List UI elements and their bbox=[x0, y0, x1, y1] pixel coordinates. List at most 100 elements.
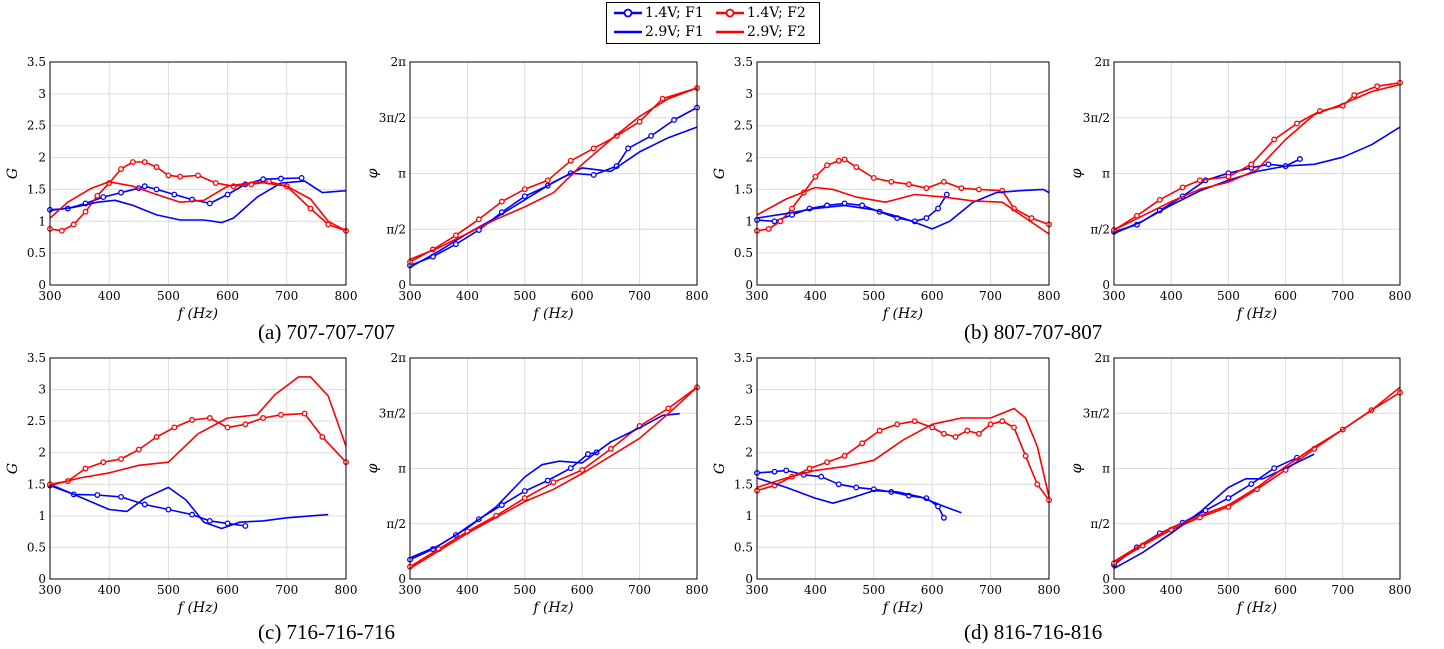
legend-label-3: 2.9V; F1 bbox=[645, 24, 704, 40]
y-tick-label: 3π/2 bbox=[1083, 111, 1110, 125]
data-point bbox=[671, 117, 677, 123]
data-point bbox=[277, 411, 284, 418]
series-line-2-9v-f2 bbox=[1113, 83, 1401, 231]
caption-c: (c) 716-716-716 bbox=[258, 620, 396, 644]
data-point bbox=[242, 421, 249, 428]
data-point bbox=[521, 193, 528, 200]
data-point bbox=[141, 159, 148, 165]
x-tick-label: 400 bbox=[98, 289, 121, 303]
series-line-2-9v-f1 bbox=[756, 477, 962, 514]
y-tick-label: 0 bbox=[398, 572, 406, 586]
x-tick-label: 800 bbox=[1038, 289, 1061, 303]
y-tick-label: 2 bbox=[745, 446, 753, 460]
y-tick-label: 0 bbox=[745, 572, 753, 586]
x-axis-label: f (Hz) bbox=[1236, 600, 1277, 616]
y-tick-label: 3.5 bbox=[27, 351, 46, 365]
x-tick-label: 700 bbox=[979, 583, 1002, 597]
data-point bbox=[153, 433, 160, 440]
x-tick-label: 700 bbox=[1331, 289, 1354, 303]
x-tick-label: 300 bbox=[39, 583, 62, 597]
x-tick-label: 300 bbox=[399, 583, 422, 597]
y-tick-label: 1.5 bbox=[27, 182, 46, 196]
y-tick-label: 1.5 bbox=[734, 182, 753, 196]
axes-box bbox=[49, 61, 347, 286]
data-point bbox=[923, 185, 930, 192]
y-tick-label: 3 bbox=[38, 87, 46, 101]
series-line-2-9v-f1 bbox=[756, 188, 1050, 230]
y-tick-label: π bbox=[398, 462, 406, 476]
data-point bbox=[1179, 184, 1186, 191]
x-tick-label: 600 bbox=[921, 289, 944, 303]
y-tick-label: 2π bbox=[1094, 55, 1110, 69]
data-point bbox=[100, 459, 107, 466]
x-tick-label: 600 bbox=[571, 583, 594, 597]
data-point bbox=[818, 473, 825, 480]
data-point bbox=[806, 465, 813, 472]
x-tick-label: 600 bbox=[1274, 289, 1297, 303]
series-line-2-9v-f2 bbox=[756, 407, 1050, 498]
data-point bbox=[1028, 215, 1035, 222]
data-point bbox=[521, 186, 528, 193]
panel-b-G: 300 400 500 600 700 800 0 0.5 1 1.5 2 2.5 3 3.5 f (Hz)… bbox=[712, 55, 1060, 322]
x-axis-label: f (Hz) bbox=[177, 306, 218, 322]
plot-area bbox=[757, 62, 1049, 285]
x-tick-label: 500 bbox=[513, 583, 536, 597]
data-point bbox=[958, 185, 965, 192]
data-point bbox=[625, 145, 632, 152]
data-point bbox=[301, 410, 308, 417]
data-point bbox=[141, 501, 148, 508]
series-line-2-9v-f1 bbox=[409, 412, 680, 559]
y-axis-label: φ bbox=[365, 463, 381, 473]
data-point bbox=[260, 176, 267, 183]
data-point bbox=[82, 208, 89, 215]
data-point bbox=[853, 164, 860, 171]
y-tick-label: 0 bbox=[38, 572, 46, 586]
x-tick-label: 500 bbox=[862, 583, 885, 597]
x-tick-label: 600 bbox=[216, 583, 239, 597]
data-point bbox=[835, 157, 842, 164]
x-tick-label: 400 bbox=[456, 289, 479, 303]
data-point bbox=[648, 132, 655, 139]
panel-c-G: 300 400 500 600 700 800 0 0.5 1 1.5 2 2.5 3 3.5 f (Hz)… bbox=[5, 351, 357, 616]
data-point bbox=[135, 446, 142, 453]
x-tick-label: 300 bbox=[1103, 583, 1126, 597]
series-line-2-9v-f2 bbox=[49, 376, 347, 487]
data-point bbox=[94, 492, 101, 498]
y-tick-label: 1.5 bbox=[27, 477, 46, 491]
x-tick-label: 600 bbox=[1274, 583, 1297, 597]
axes-box bbox=[756, 61, 1050, 286]
data-point bbox=[777, 218, 784, 225]
data-point bbox=[584, 451, 591, 458]
panel-c-phi: 300 400 500 600 700 800 0 π/2 π 3π/2 2π f (Hz) φ bbox=[365, 351, 708, 616]
data-point bbox=[1011, 424, 1017, 431]
x-tick-label: 300 bbox=[746, 289, 769, 303]
y-tick-label: 0.5 bbox=[27, 540, 46, 554]
x-tick-label: 500 bbox=[513, 289, 536, 303]
x-tick-label: 400 bbox=[98, 583, 121, 597]
y-axis-label: G bbox=[712, 463, 728, 474]
data-point bbox=[824, 162, 831, 169]
data-point bbox=[771, 218, 778, 225]
data-point bbox=[590, 172, 597, 178]
data-point bbox=[224, 191, 231, 198]
x-tick-label: 300 bbox=[39, 289, 62, 303]
x-tick-label: 600 bbox=[571, 289, 594, 303]
data-point bbox=[765, 225, 772, 232]
data-point bbox=[165, 172, 172, 179]
data-point bbox=[888, 178, 895, 185]
y-axis-label: φ bbox=[1069, 168, 1085, 178]
x-tick-label: 500 bbox=[1217, 289, 1240, 303]
data-point bbox=[1225, 495, 1232, 502]
axes-box bbox=[409, 357, 698, 580]
plot-area bbox=[50, 358, 346, 579]
y-tick-label: 3 bbox=[38, 383, 46, 397]
y-tick-label: 1 bbox=[745, 509, 753, 523]
data-point bbox=[1196, 177, 1203, 184]
x-tick-label: 600 bbox=[216, 289, 239, 303]
data-point bbox=[636, 118, 643, 125]
data-point bbox=[1034, 481, 1041, 488]
data-point bbox=[1374, 83, 1381, 90]
series-line-2-9v-f2 bbox=[49, 181, 347, 232]
data-point bbox=[242, 523, 249, 529]
x-tick-label: 800 bbox=[1389, 289, 1412, 303]
